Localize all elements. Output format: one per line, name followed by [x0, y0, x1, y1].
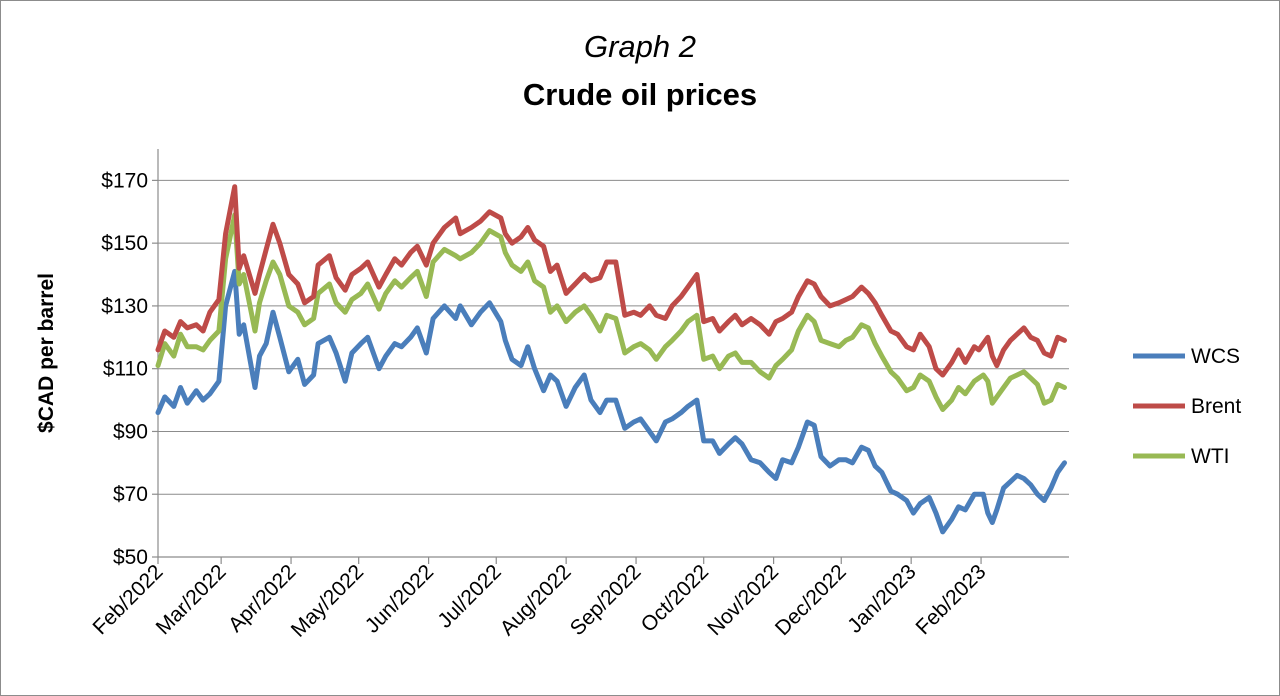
series-line-brent — [155, 184, 1067, 378]
y-tick-label: $110 — [103, 358, 148, 381]
x-tick-label: Dec/2022 — [771, 560, 851, 640]
y-tick-label: $130 — [101, 295, 148, 318]
x-tick-label: Sep/2022 — [566, 560, 646, 640]
y-axis-label: $CAD per barrel — [35, 273, 58, 433]
x-axis-ticks: Feb/2022Mar/2022Apr/2022May/2022Jun/2022… — [89, 557, 991, 642]
x-tick-label: Feb/2023 — [912, 560, 991, 639]
axes — [157, 149, 1069, 558]
legend-label-wti: WTI — [1191, 445, 1229, 468]
series-lines — [155, 184, 1067, 535]
chart-subtitle: Graph 2 — [584, 29, 696, 64]
x-tick-label: Jun/2022 — [361, 560, 438, 637]
y-tick-label: $50 — [113, 546, 148, 569]
y-tick-label: $70 — [113, 483, 148, 506]
x-tick-label: Oct/2022 — [637, 560, 714, 637]
legend-label-wcs: WCS — [1191, 345, 1240, 368]
y-tick-label: $90 — [113, 420, 148, 443]
series-line-wcs — [155, 268, 1067, 535]
legend-label-brent: Brent — [1191, 395, 1241, 418]
y-tick-label: $150 — [101, 232, 148, 255]
y-axis-ticks: $50 $70 $90 $110 $130 $150 $170 — [101, 169, 158, 569]
x-tick-label: Nov/2022 — [703, 560, 783, 640]
x-tick-label: Jan/2023 — [843, 560, 920, 637]
x-tick-label: Aug/2022 — [496, 560, 576, 640]
series-line-wti — [155, 212, 1067, 412]
x-tick-label: Mar/2022 — [152, 560, 231, 639]
y-tick-label: $170 — [101, 169, 148, 192]
legend: WCS Brent WTI — [1133, 345, 1241, 468]
gridlines — [158, 179, 1069, 495]
x-tick-label: Jul/2022 — [433, 560, 505, 632]
x-tick-label: May/2022 — [287, 560, 368, 641]
chart-title: Crude oil prices — [523, 77, 757, 112]
